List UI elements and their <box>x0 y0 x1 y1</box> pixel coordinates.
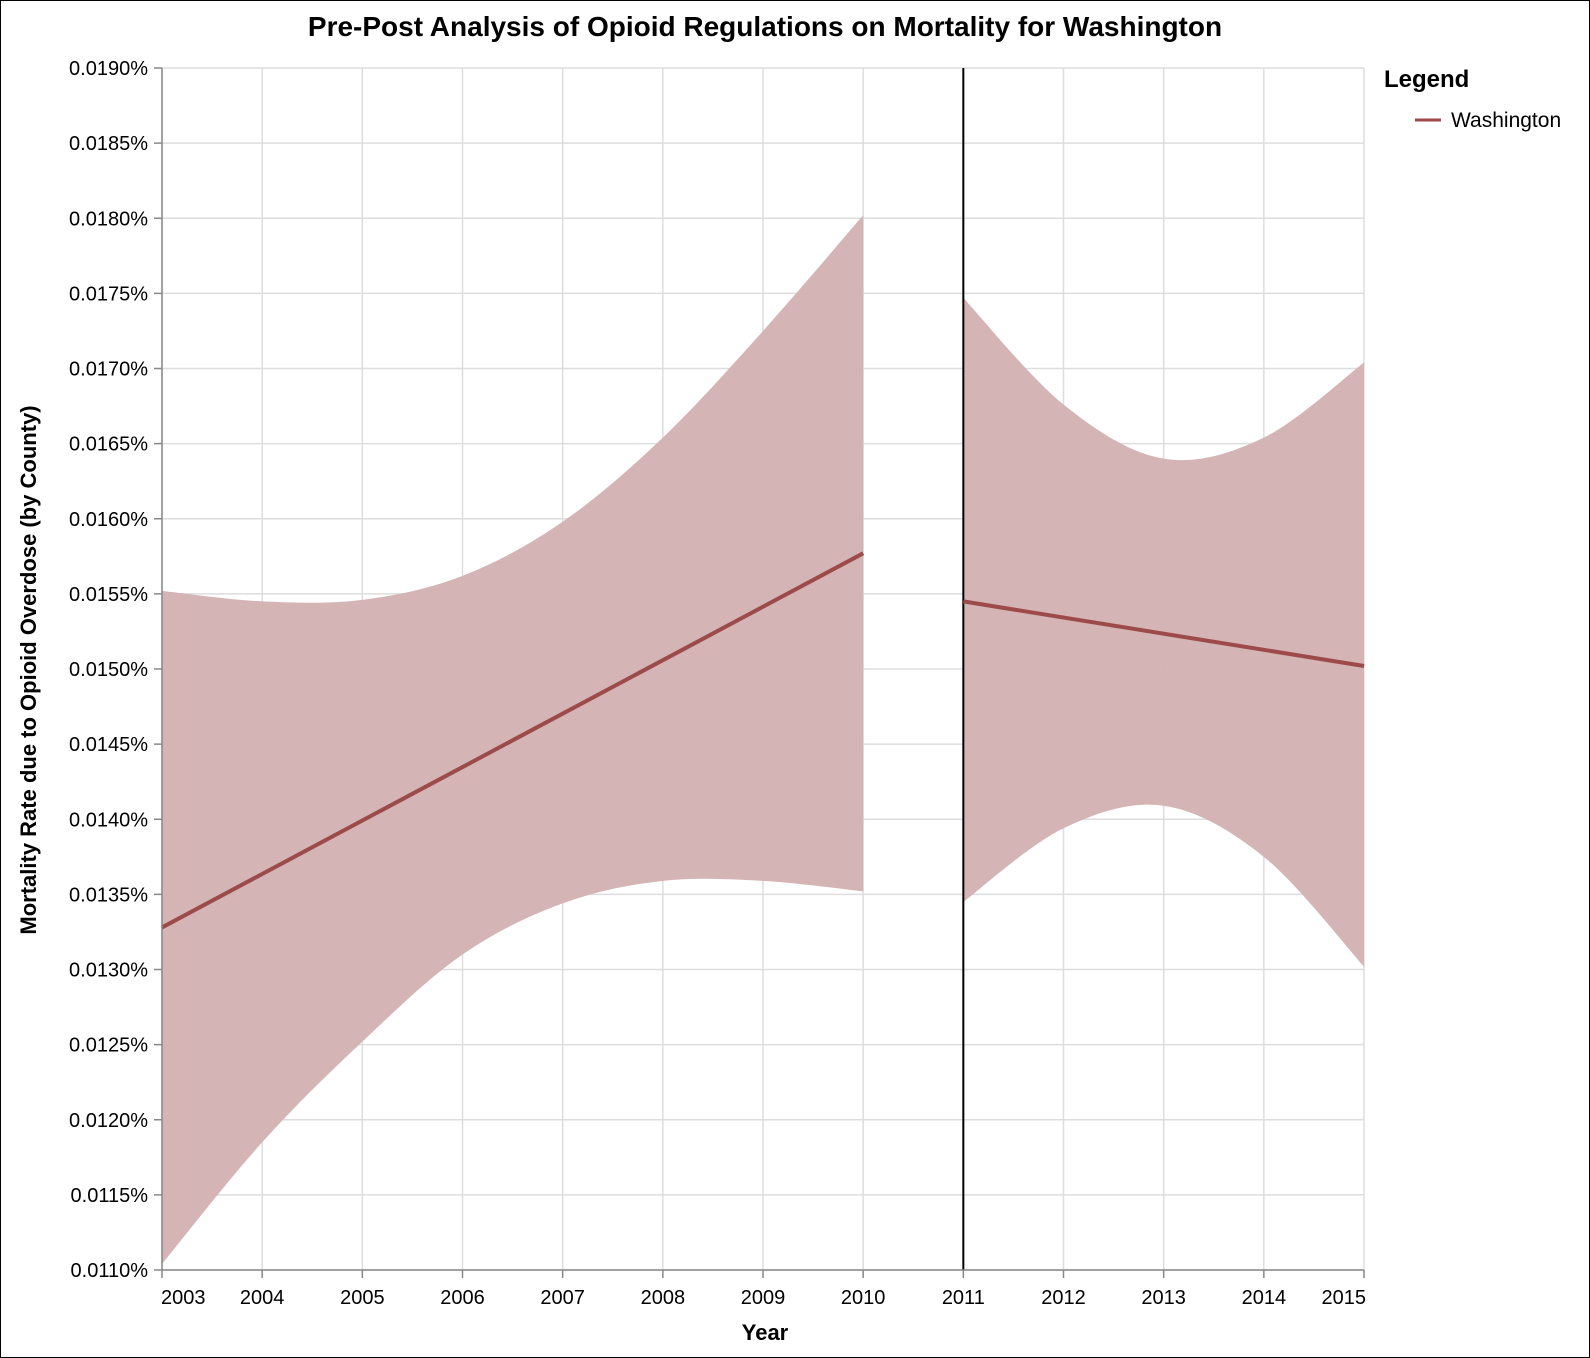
y-tick-label: 0.0130% <box>69 960 148 982</box>
y-axis-ticks: 0.0110% 0.0115% 0.0120% 0.0125% 0.0130% 0.013… <box>69 58 162 1282</box>
y-tick-label: 0.0185% <box>69 133 148 155</box>
y-axis-title: Mortality Rate due to Opioid Overdose (b… <box>16 405 41 934</box>
y-tick-label: 0.0135% <box>69 884 148 906</box>
y-tick-label: 0.0145% <box>69 734 148 756</box>
x-tick-label: 2014 <box>1242 1287 1287 1309</box>
x-tick-label: 2013 <box>1141 1287 1186 1309</box>
y-tick-label: 0.0165% <box>69 434 148 456</box>
y-tick-label: 0.0190% <box>69 58 148 80</box>
y-tick-label: 0.0125% <box>69 1035 148 1057</box>
trend-line-pre <box>161 551 865 930</box>
legend: Legend Washington <box>1384 66 1561 132</box>
x-tick-label: 2003 <box>161 1287 206 1309</box>
x-axis-title: Year <box>742 1320 789 1345</box>
y-tick-label: 0.0170% <box>69 359 148 381</box>
y-tick-label: 0.0140% <box>69 809 148 831</box>
chart-title: Pre-Post Analysis of Opioid Regulations … <box>308 11 1222 42</box>
x-tick-label: 2010 <box>841 1287 886 1309</box>
y-tick-label: 0.0120% <box>69 1110 148 1132</box>
trend-line-post <box>963 599 1365 668</box>
legend-label-washington: Washington <box>1451 109 1561 132</box>
x-tick-label: 2007 <box>540 1287 585 1309</box>
y-tick-label: 0.0175% <box>69 283 148 305</box>
x-tick-label: 2008 <box>641 1287 686 1309</box>
x-tick-label: 2009 <box>741 1287 786 1309</box>
x-tick-label: 2006 <box>440 1287 485 1309</box>
x-tick-label: 2005 <box>340 1287 385 1309</box>
y-tick-label: 0.0180% <box>69 208 148 230</box>
y-tick-label: 0.0115% <box>71 1185 149 1207</box>
x-tick-label: 2004 <box>240 1287 285 1309</box>
y-tick-label: 0.0160% <box>69 509 148 531</box>
legend-title: Legend <box>1384 66 1469 93</box>
x-axis-ticks: 2003 2004 2005 2006 2007 2008 2009 2010 2011 2012… <box>161 1270 1366 1309</box>
x-tick-label: 2011 <box>942 1287 985 1309</box>
y-tick-label: 0.0150% <box>69 659 148 681</box>
x-tick-label: 2015 <box>1322 1287 1367 1309</box>
y-tick-label: 0.0110% <box>71 1260 149 1282</box>
series-lines <box>161 551 1365 930</box>
y-tick-label: 0.0155% <box>69 584 148 606</box>
x-tick-label: 2012 <box>1041 1287 1086 1309</box>
